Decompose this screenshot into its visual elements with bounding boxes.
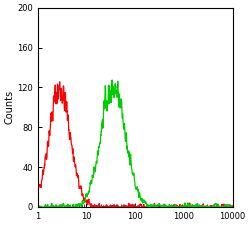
Y-axis label: Counts: Counts <box>4 90 14 124</box>
